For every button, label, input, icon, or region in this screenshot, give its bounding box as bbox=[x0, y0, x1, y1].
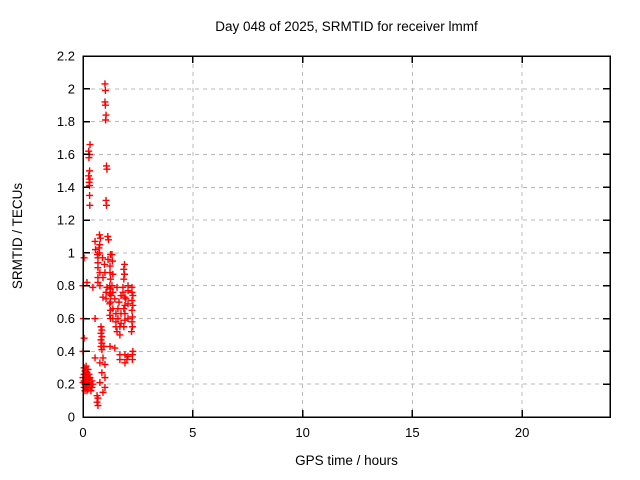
plot-border bbox=[82, 55, 611, 418]
x-tick-label: 10 bbox=[295, 425, 309, 440]
x-tick-label: 0 bbox=[79, 425, 86, 440]
y-tick-label: 1.4 bbox=[57, 180, 75, 195]
x-axis-label: GPS time / hours bbox=[295, 453, 398, 468]
y-tick-label: 2.2 bbox=[57, 49, 75, 64]
x-tick-label: 15 bbox=[405, 425, 419, 440]
y-tick-label: 0 bbox=[68, 410, 75, 425]
y-tick-label: 1.8 bbox=[57, 114, 75, 129]
data-points bbox=[79, 80, 137, 410]
chart-title: Day 048 of 2025, SRMTID for receiver lmm… bbox=[215, 19, 478, 34]
y-tick-label: 1.2 bbox=[57, 213, 75, 228]
y-tick-label: 0.6 bbox=[57, 311, 75, 326]
x-tick-label: 5 bbox=[189, 425, 196, 440]
x-tick-label: 20 bbox=[515, 425, 529, 440]
y-tick-label: 1.6 bbox=[57, 147, 75, 162]
y-tick-label: 0.4 bbox=[57, 344, 75, 359]
y-tick-label: 1 bbox=[68, 245, 75, 260]
y-tick-label: 0.2 bbox=[57, 377, 75, 392]
y-tick-label: 2 bbox=[68, 81, 75, 96]
y-tick-label: 0.8 bbox=[57, 278, 75, 293]
